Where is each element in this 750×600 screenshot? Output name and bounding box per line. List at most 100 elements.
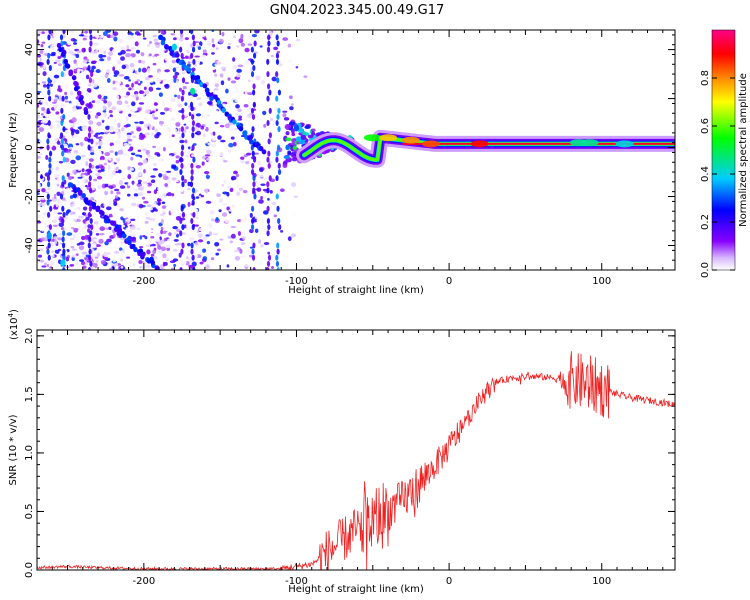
spectrogram-cell xyxy=(247,43,253,46)
spectrogram-cell xyxy=(127,229,132,233)
spectrogram-cell xyxy=(210,174,216,177)
spectrogram-cell xyxy=(78,245,85,251)
spectrogram-cell xyxy=(218,30,224,33)
spectrogram-streak xyxy=(276,248,280,255)
spectrogram-cell xyxy=(139,80,143,84)
spectrogram-transition xyxy=(304,125,311,129)
spectrogram-cell xyxy=(153,201,157,205)
spectrogram-cell xyxy=(41,265,47,268)
spectrogram-cell xyxy=(50,260,54,266)
spectrogram-cell xyxy=(197,239,204,243)
spectrogram-cell xyxy=(243,103,249,108)
snr-ticks: -200 -100 0 100 0.0 0.5 1.0 1.5 2.0 xyxy=(24,328,675,587)
spectrogram-cell xyxy=(242,189,248,194)
spectrogram-cell xyxy=(65,48,71,51)
spectrogram-cell xyxy=(173,78,177,83)
spectrogram-cell xyxy=(214,117,220,122)
spectrogram-cell xyxy=(238,138,244,142)
spectrogram-cell xyxy=(41,81,47,84)
spectrogram-cell xyxy=(138,203,144,209)
spectrogram-cell xyxy=(49,125,53,130)
spectrogram-streak xyxy=(276,77,280,84)
spectrogram-streak xyxy=(47,89,51,96)
spectrogram-cell xyxy=(57,267,63,270)
spectrogram-cell xyxy=(142,181,148,184)
spectrogram-cell xyxy=(232,57,236,62)
spectrogram-cell xyxy=(42,75,48,81)
spectrogram-cell xyxy=(152,249,157,255)
spectrogram-cell xyxy=(143,230,147,234)
spectrogram-streak xyxy=(266,156,270,163)
spectrogram-streak xyxy=(181,242,185,249)
spectrogram-cell xyxy=(126,218,131,224)
spectrogram-cell xyxy=(129,62,135,68)
spectrogram-cell xyxy=(119,111,123,114)
spectrogram-cell xyxy=(153,189,158,195)
spectrogram-cell xyxy=(72,216,78,222)
spectrogram-cell xyxy=(99,226,106,231)
spectrogram-cell xyxy=(270,54,274,58)
spectrogram-streak xyxy=(89,260,93,267)
spectrogram-cell xyxy=(269,190,273,194)
spectrogram-cell xyxy=(97,94,102,99)
spectrogram-cell xyxy=(287,59,293,63)
spectrogram-cell xyxy=(50,239,54,242)
spectrogram-cell xyxy=(91,96,97,99)
spectrogram-cell xyxy=(162,253,167,259)
spectrogram-cell xyxy=(161,205,167,209)
spectrogram-chirp xyxy=(175,52,180,58)
spectrogram-cell xyxy=(42,212,47,216)
spectrogram-cell xyxy=(68,190,73,196)
spectrogram-cell xyxy=(94,139,100,143)
spectrogram-streak xyxy=(191,224,195,231)
spectrogram-cell xyxy=(40,141,46,145)
spectrogram-cell xyxy=(195,60,201,65)
snr-background xyxy=(37,330,675,570)
spectrogram-cell xyxy=(111,211,116,217)
spectrogram-cell xyxy=(87,228,91,233)
spectrogram-cell xyxy=(238,38,244,44)
spectrogram-cell xyxy=(156,153,161,157)
spectrogram-streak xyxy=(268,175,272,182)
spectrogram-cell xyxy=(70,237,75,241)
spectrogram-cell xyxy=(212,227,216,231)
spectrogram-streak xyxy=(46,199,50,206)
spectrogram-cell xyxy=(98,140,104,146)
spectrogram-streak xyxy=(191,113,195,120)
spectrogram-cell xyxy=(209,209,215,215)
spectrogram-cell xyxy=(212,43,216,48)
spectrogram-chirp xyxy=(67,182,73,188)
spectrogram-cell xyxy=(142,37,147,40)
spectrogram-cell xyxy=(185,126,189,130)
spectrogram-cell xyxy=(166,247,171,252)
spectrogram-cell xyxy=(95,141,99,145)
spectrogram-chirp xyxy=(195,74,201,81)
spectrogram-cell xyxy=(213,199,219,203)
spectrogram-cell xyxy=(260,161,265,166)
spectrogram-cell xyxy=(120,87,127,91)
spectrogram-band-blob xyxy=(401,136,420,144)
spectrogram-chirp xyxy=(58,46,63,53)
spectrogram-cell xyxy=(111,137,117,142)
spectrogram-cell xyxy=(198,195,202,200)
spectrogram-cell xyxy=(170,97,176,103)
spectrogram-cell xyxy=(94,50,98,54)
spectrogram-cell xyxy=(229,203,232,206)
spectrogram-cell xyxy=(52,219,57,223)
spectrogram-cell xyxy=(246,109,250,115)
spectrogram-cell xyxy=(138,67,142,73)
spectrogram-cell xyxy=(100,168,105,172)
spectrogram-cell xyxy=(57,63,63,67)
spectrogram-cell xyxy=(210,257,215,261)
spectrogram-cell xyxy=(187,225,193,231)
spectrogram-transition xyxy=(285,131,290,136)
spectrogram-cell xyxy=(160,95,166,101)
spectrogram-cell xyxy=(195,164,201,169)
spectrogram-streak xyxy=(87,242,91,249)
spectrogram-cell xyxy=(52,230,59,233)
spectrogram-cell xyxy=(117,131,122,137)
spectrogram-chirp xyxy=(83,109,89,116)
spectrogram-cell xyxy=(148,229,154,232)
spectrogram-streak xyxy=(181,175,185,182)
spectrogram-cell xyxy=(232,64,237,70)
